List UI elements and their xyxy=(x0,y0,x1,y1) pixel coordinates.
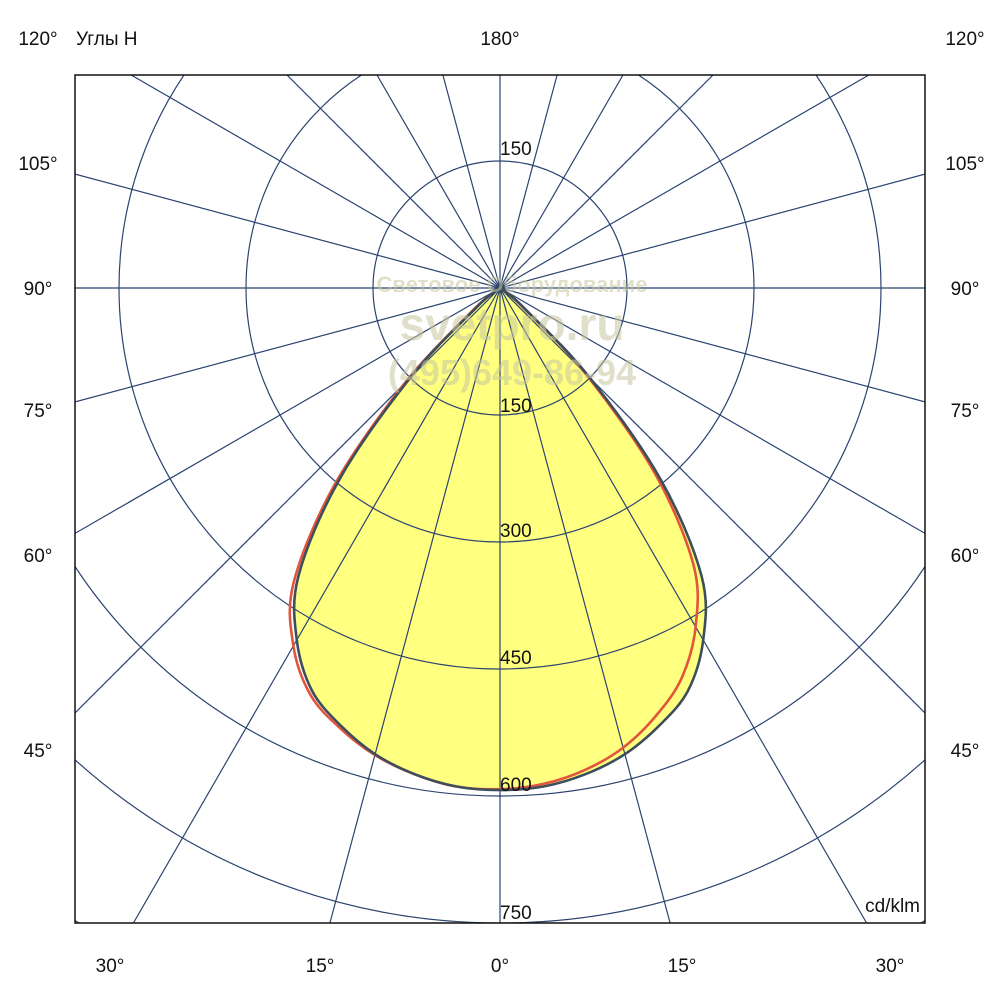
grid-radial-line-300 xyxy=(75,287,501,534)
grid-radial-line-105 xyxy=(499,173,925,289)
watermark-line-1: Световое Оборудование xyxy=(377,272,648,297)
grid-radial-line-345 xyxy=(329,287,501,923)
grid-radial-line-240 xyxy=(130,75,501,289)
angle-label-right-60: 60° xyxy=(951,546,980,567)
angle-label-left-75: 75° xyxy=(24,401,53,422)
grid-radial-line-135 xyxy=(499,75,714,289)
angle-label-right-120: 120° xyxy=(945,29,984,50)
grid-radial-line-225 xyxy=(286,75,501,289)
angle-label-bottom-0: 0° xyxy=(491,956,509,977)
angle-label-bottom-30-right: 30° xyxy=(876,956,905,977)
unit-label: cd/klm xyxy=(865,896,920,917)
angle-label-right-105: 105° xyxy=(945,154,984,175)
watermark-line-2: svetpro.ru xyxy=(400,298,625,350)
radial-tick-label-600: 600 xyxy=(500,775,532,796)
grid-radial-line-330 xyxy=(132,287,501,923)
angle-label-left-60: 60° xyxy=(24,546,53,567)
radial-tick-label-top-150: 150 xyxy=(500,139,532,160)
grid-radial-line-255 xyxy=(75,173,501,289)
angle-label-left-45: 45° xyxy=(24,741,53,762)
angle-label-right-90: 90° xyxy=(951,279,980,300)
grid-radial-line-165 xyxy=(499,75,558,289)
radial-tick-label-450: 450 xyxy=(500,648,532,669)
grid-radial-line-60 xyxy=(499,287,925,534)
grid-radial-line-210 xyxy=(376,75,501,289)
angle-label-left-90: 90° xyxy=(24,279,53,300)
grid-radial-line-315 xyxy=(75,287,501,714)
plot-frame xyxy=(74,74,926,924)
angle-label-bottom-15-right: 15° xyxy=(668,956,697,977)
angle-label-bottom-30-left: 30° xyxy=(96,956,125,977)
angle-label-top-180: 180° xyxy=(480,29,519,50)
angle-label-right-45: 45° xyxy=(951,741,980,762)
grid-radial-line-120 xyxy=(499,75,870,289)
radial-tick-label-150: 150 xyxy=(500,396,532,417)
radial-tick-label-750: 750 xyxy=(500,903,532,924)
grid-radial-line-285 xyxy=(75,287,501,403)
grid-radial-line-15 xyxy=(499,287,671,923)
watermark-line-3: (495)649-86-94 xyxy=(388,352,636,393)
grid-radial-line-30 xyxy=(499,287,868,923)
radial-tick-label-300: 300 xyxy=(500,521,532,542)
chart-title: Углы H xyxy=(76,29,137,50)
angle-label-right-75: 75° xyxy=(951,401,980,422)
watermark: Световое Оборудование svetpro.ru (495)64… xyxy=(377,272,648,393)
angle-label-left-105: 105° xyxy=(18,154,57,175)
grid-radial-line-150 xyxy=(499,75,624,289)
grid-radial-line-45 xyxy=(499,287,925,714)
angle-label-bottom-15-left: 15° xyxy=(306,956,335,977)
intensity-curve-0 xyxy=(292,286,708,792)
angle-label-left-120: 120° xyxy=(18,29,57,50)
grid-radial-line-75 xyxy=(499,287,925,403)
grid-radial-line-195 xyxy=(442,75,501,289)
